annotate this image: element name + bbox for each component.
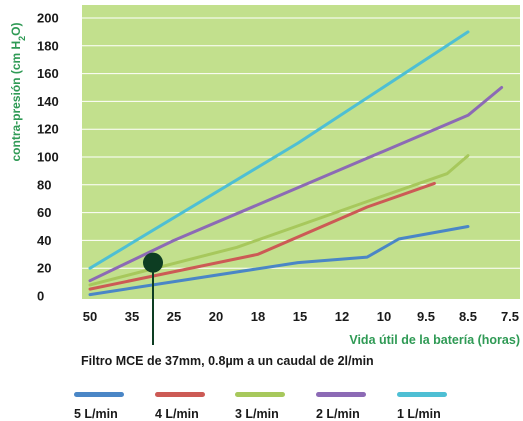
series-lines bbox=[88, 30, 504, 297]
legend-item: 2 L/min bbox=[316, 390, 388, 421]
legend-item: 4 L/min bbox=[155, 390, 227, 421]
legend-label: 3 L/min bbox=[235, 407, 279, 421]
legend-item: 5 L/min bbox=[74, 390, 146, 421]
legend-swatch bbox=[74, 392, 124, 397]
y-tick-label: 80 bbox=[37, 177, 51, 192]
y-tick-label: 180 bbox=[37, 38, 59, 53]
x-tick-label: 15 bbox=[293, 309, 307, 324]
x-tick-label: 9.5 bbox=[417, 309, 435, 324]
y-tick-label: 20 bbox=[37, 261, 51, 276]
x-tick-label: 35 bbox=[125, 309, 139, 324]
legend-item: 3 L/min bbox=[235, 390, 307, 421]
chart: 0 20 40 60 80 100 120 140 160 180 200 50 35 25 20 18 15… bbox=[9, 5, 520, 347]
legend-label: 2 L/min bbox=[316, 407, 360, 421]
chart-caption: Filtro MCE de 37mm, 0.8µm a un caudal de… bbox=[81, 354, 374, 368]
y-tick-label: 160 bbox=[37, 66, 59, 81]
series-line bbox=[88, 225, 470, 297]
x-tick-label: 7.5 bbox=[501, 309, 519, 324]
y-tick-label: 200 bbox=[37, 11, 59, 26]
x-axis-label: Vida útil de la batería (horas) bbox=[349, 333, 520, 347]
legend: 5 L/min 4 L/min 3 L/min 2 L/min 1 L/min bbox=[74, 390, 514, 421]
x-tick-label: 50 bbox=[83, 309, 97, 324]
y-tick-label: 120 bbox=[37, 122, 59, 137]
y-tick-label: 0 bbox=[37, 289, 44, 304]
y-tick-label: 40 bbox=[37, 233, 51, 248]
x-tick-label: 10 bbox=[377, 309, 391, 324]
series-line bbox=[88, 154, 470, 287]
x-tick-label: 12 bbox=[335, 309, 349, 324]
y-tick-label: 140 bbox=[37, 94, 59, 109]
series-line bbox=[88, 86, 504, 283]
grid-lines bbox=[82, 17, 520, 269]
legend-item: 1 L/min bbox=[397, 390, 469, 421]
marker-callout bbox=[143, 252, 163, 345]
x-tick-label: 8.5 bbox=[459, 309, 477, 324]
y-tick-label: 100 bbox=[37, 150, 59, 165]
series-line bbox=[88, 30, 470, 270]
legend-label: 4 L/min bbox=[155, 407, 199, 421]
series-line bbox=[88, 181, 436, 291]
legend-swatch bbox=[155, 392, 205, 397]
legend-swatch bbox=[235, 392, 285, 397]
legend-swatch bbox=[316, 392, 366, 397]
x-tick-label: 20 bbox=[209, 309, 223, 324]
x-axis-ticks: 50 35 25 20 18 15 12 10 9.5 8.5 7.5 bbox=[83, 309, 519, 324]
marker-dot bbox=[143, 252, 163, 273]
x-tick-label: 25 bbox=[167, 309, 181, 324]
y-tick-label: 60 bbox=[37, 205, 51, 220]
legend-swatch bbox=[397, 392, 447, 397]
y-axis-ticks: 0 20 40 60 80 100 120 140 160 180 200 bbox=[37, 11, 59, 304]
x-tick-label: 18 bbox=[251, 309, 265, 324]
y-axis-label: contra-presión (cm H2O) bbox=[9, 22, 27, 161]
legend-label: 1 L/min bbox=[397, 407, 441, 421]
legend-label: 5 L/min bbox=[74, 407, 118, 421]
